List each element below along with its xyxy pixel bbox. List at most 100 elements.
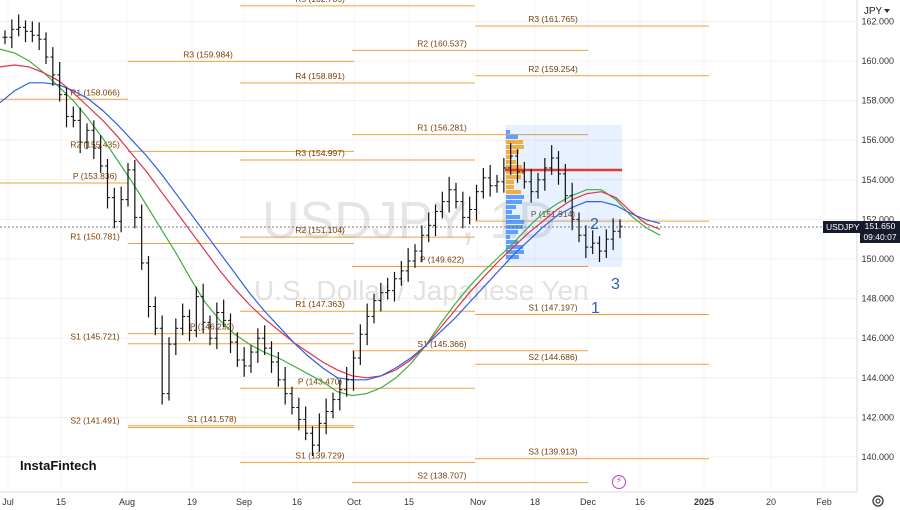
volume-profile-bar [506, 220, 524, 224]
y-tick-label: 158.000 [861, 96, 894, 106]
pivot-label: P (151.914) [531, 209, 575, 219]
y-tick-label: 150.000 [861, 254, 894, 264]
volume-profile-bar [506, 165, 522, 169]
price-bars [2, 14, 623, 457]
sma-line-1 [0, 64, 661, 379]
y-tick-label: 162.000 [861, 16, 894, 26]
y-tick-label: 156.000 [861, 135, 894, 145]
pivot-label: S2 (138.707) [417, 471, 466, 481]
volume-profile-bar [506, 145, 524, 149]
pivot-label: R1 (156.281) [417, 123, 467, 133]
volume-profile-bar [506, 195, 524, 199]
pivot-label: R4 (158.891) [295, 71, 345, 81]
volume-profile-bar [506, 130, 510, 134]
volume-profile-bar [506, 225, 523, 229]
x-tick-label: 15 [404, 497, 414, 507]
pivot-label: S3 (139.913) [528, 447, 577, 457]
pivot-label: R5 (162.785) [295, 0, 345, 4]
volume-profile-bar [506, 215, 520, 219]
x-tick-label: Nov [470, 497, 487, 507]
wave-label-2: 2 [590, 216, 599, 233]
last-price-value: 151.650 [864, 221, 896, 231]
volume-profile-bar [506, 140, 523, 144]
moving-averages [0, 48, 661, 397]
volume-profile-bar [506, 180, 514, 184]
x-tick-label: Sep [236, 497, 252, 507]
x-tick-label: Oct [347, 497, 362, 507]
x-tick-label: Dec [580, 497, 597, 507]
volume-profile-bar [506, 170, 524, 174]
x-tick-label: 18 [530, 497, 540, 507]
last-price-tag: 151.650 09:40:07 [860, 221, 900, 243]
volume-profile [505, 125, 622, 267]
volume-profile-bar [506, 245, 523, 249]
pivot-label: P (146.232) [190, 322, 234, 332]
x-tick-label: 15 [56, 497, 66, 507]
countdown-time: 09:40:07 [863, 232, 897, 242]
pivot-label: S1 (147.197) [528, 302, 577, 312]
pivot-label: R3 (161.765) [528, 14, 578, 24]
volume-profile-bar [506, 205, 516, 209]
y-tick-label: 142.000 [861, 412, 894, 422]
y-tick-label: 154.000 [861, 175, 894, 185]
pivot-label: S1 (141.578) [187, 414, 236, 424]
pivot-label: R2 (160.537) [417, 38, 467, 48]
pivot-label: S2 (144.686) [528, 352, 577, 362]
x-tick-label: Jul [2, 497, 14, 507]
y-tick-label: 148.000 [861, 294, 894, 304]
x-tick-label: Feb [816, 497, 832, 507]
x-axis[interactable]: Jul 15 Aug 19 Sep 16 Oct 15 Nov 18 Dec 16 2025 20 Feb [2, 497, 832, 507]
volume-profile-bar [506, 175, 521, 179]
pivot-label: S2 (141.491) [70, 415, 119, 425]
pivot-label: R2 (155.435) [70, 139, 120, 149]
y-tick-label: 160.000 [861, 56, 894, 66]
y-axis[interactable]: 140.000 142.000 144.000 146.000 148.000 150.0… [861, 16, 894, 462]
volume-profile-bar [506, 185, 514, 189]
x-tick-label: 19 [187, 497, 197, 507]
y-tick-label: 140.000 [861, 452, 894, 462]
x-tick-label: Aug [119, 497, 135, 507]
volume-profile-bar [506, 230, 518, 234]
lightning-icon[interactable]: ⚡ [612, 475, 626, 489]
volume-profile-bar [506, 150, 519, 154]
x-tick-label: 16 [292, 497, 302, 507]
pivot-label: R3 (159.984) [183, 49, 233, 59]
volume-profile-bar [506, 155, 512, 159]
volume-profile-bar [506, 210, 512, 214]
sma-line-0 [0, 48, 661, 397]
volume-profile-bar [506, 135, 518, 139]
brand-logo: InstaFintech [20, 458, 97, 473]
chevron-down-icon [884, 9, 891, 13]
pivot-label: P (153.836) [73, 171, 117, 181]
pivot-levels: R3 (159.984) R2 (155.435) R1 (150.781) S1 (… [0, 0, 709, 484]
volume-profile-bar [506, 190, 521, 194]
gear-icon[interactable] [871, 494, 885, 508]
y-tick-label: 152.000 [861, 214, 894, 224]
volume-profile-bar [506, 250, 524, 254]
currency-selector[interactable]: JPY [858, 2, 896, 20]
volume-profile-bar [506, 255, 519, 259]
pivot-label: R1 (158.066) [70, 87, 120, 97]
x-tick-label: 2025 [694, 497, 714, 507]
pivot-label: R2 (159.254) [528, 64, 578, 74]
pivot-label: P (149.622) [420, 254, 464, 264]
pivot-label: S1 (145.721) [70, 332, 119, 342]
sma-line-2 [0, 82, 661, 381]
pivot-label: S1 (139.729) [295, 450, 344, 460]
volume-profile-area [505, 125, 622, 267]
volume-profile-bar [506, 200, 522, 204]
wave-label-1: 1 [591, 300, 600, 317]
currency-label: JPY [863, 5, 883, 17]
watermark-name: U.S. Dollar / Japanese Yen [254, 275, 589, 306]
symbol-tag: USDJPY [823, 221, 863, 233]
volume-profile-bar [506, 235, 510, 239]
pivot-label: R3 (154.997) [295, 148, 345, 158]
y-tick-label: 144.000 [861, 373, 894, 383]
pivot-label: S1 (145.366) [417, 339, 466, 349]
x-tick-label: 16 [635, 497, 645, 507]
pivot-label: P (143.470) [298, 376, 342, 386]
wave-labels: 2 3 1 [590, 216, 620, 317]
pivot-label: R1 (150.781) [70, 232, 120, 242]
x-tick-label: 20 [766, 497, 776, 507]
